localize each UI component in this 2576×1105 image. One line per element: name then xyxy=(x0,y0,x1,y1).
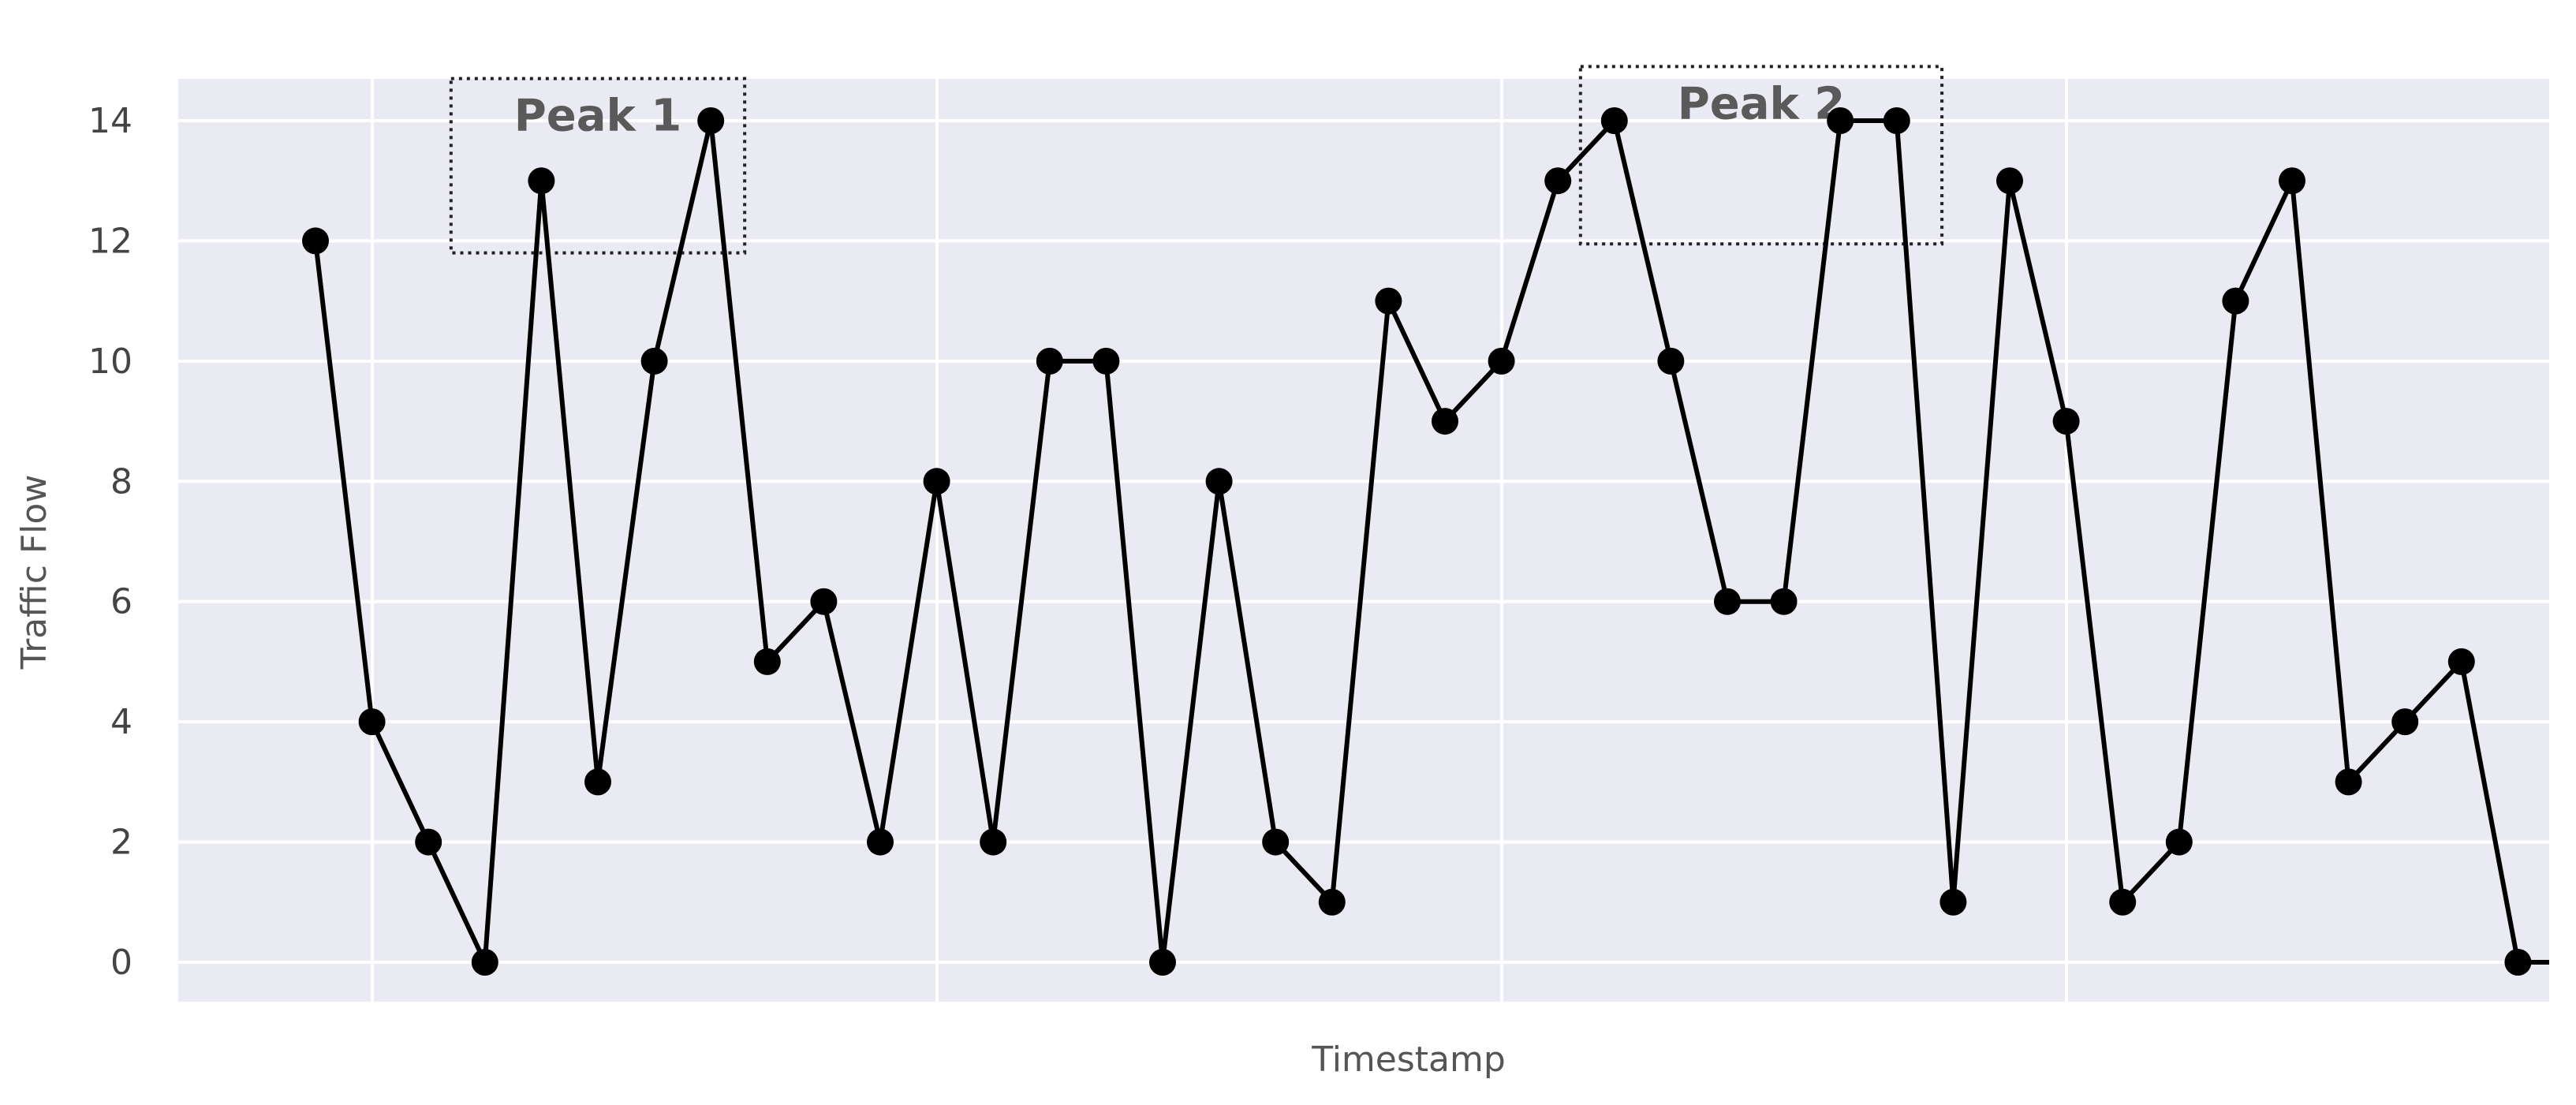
data-point xyxy=(1770,588,1798,615)
y-tick-label: 6 xyxy=(110,582,133,622)
y-tick-label: 12 xyxy=(88,221,133,261)
y-tick-label: 0 xyxy=(110,943,133,983)
x-grid-lines xyxy=(371,79,2068,1002)
data-point xyxy=(1600,107,1628,134)
data-point xyxy=(867,828,894,856)
peak-2-label: Peak 2 xyxy=(1678,78,1846,129)
data-point xyxy=(2391,708,2419,736)
data-point xyxy=(1996,167,2023,195)
data-point xyxy=(1714,588,1741,615)
peak-annotations: Peak 1 Peak 2 xyxy=(449,65,1944,255)
data-point xyxy=(640,347,668,375)
series-points-group xyxy=(302,107,2532,976)
data-point xyxy=(1827,107,1854,134)
data-point xyxy=(358,708,386,736)
data-point xyxy=(528,167,555,195)
data-point xyxy=(1939,888,1967,916)
data-point xyxy=(753,648,781,675)
data-point xyxy=(1657,347,1685,375)
data-point xyxy=(1318,888,1346,916)
y-tick-labels: 0 2 4 6 8 10 12 14 xyxy=(88,101,133,983)
data-point xyxy=(980,828,1007,856)
x-axis-label: Timestamp xyxy=(1311,1040,1506,1080)
data-point xyxy=(471,949,498,976)
y-tick-label: 8 xyxy=(110,461,133,502)
peak-1-box xyxy=(449,77,747,255)
peak-1-label: Peak 1 xyxy=(514,91,682,142)
y-tick-label: 4 xyxy=(110,702,133,742)
data-point xyxy=(923,468,950,495)
data-point xyxy=(810,588,838,615)
data-point xyxy=(1488,347,1515,375)
data-point xyxy=(1149,949,1176,976)
data-point xyxy=(2447,648,2475,675)
data-point xyxy=(2222,287,2249,315)
data-point xyxy=(1205,468,1233,495)
data-point xyxy=(2109,888,2137,916)
data-point xyxy=(2052,408,2080,435)
data-point xyxy=(1036,347,1063,375)
data-point xyxy=(1375,287,1402,315)
y-grid-lines xyxy=(178,119,2549,964)
data-point xyxy=(1092,347,1120,375)
data-point xyxy=(1262,828,1290,856)
data-point xyxy=(2335,768,2362,796)
data-point xyxy=(415,828,442,856)
data-point xyxy=(2165,828,2193,856)
data-point xyxy=(2504,949,2532,976)
y-tick-label: 14 xyxy=(88,101,133,141)
data-point xyxy=(1432,408,1458,435)
y-tick-label: 10 xyxy=(88,342,133,382)
data-point xyxy=(1544,167,1572,195)
data-point xyxy=(697,107,725,134)
y-axis-label: Traffic Flow xyxy=(14,475,54,670)
data-point xyxy=(584,768,611,796)
data-point xyxy=(1883,107,1910,134)
y-tick-label: 2 xyxy=(110,823,133,863)
data-point xyxy=(302,227,329,255)
data-point xyxy=(2279,167,2305,195)
